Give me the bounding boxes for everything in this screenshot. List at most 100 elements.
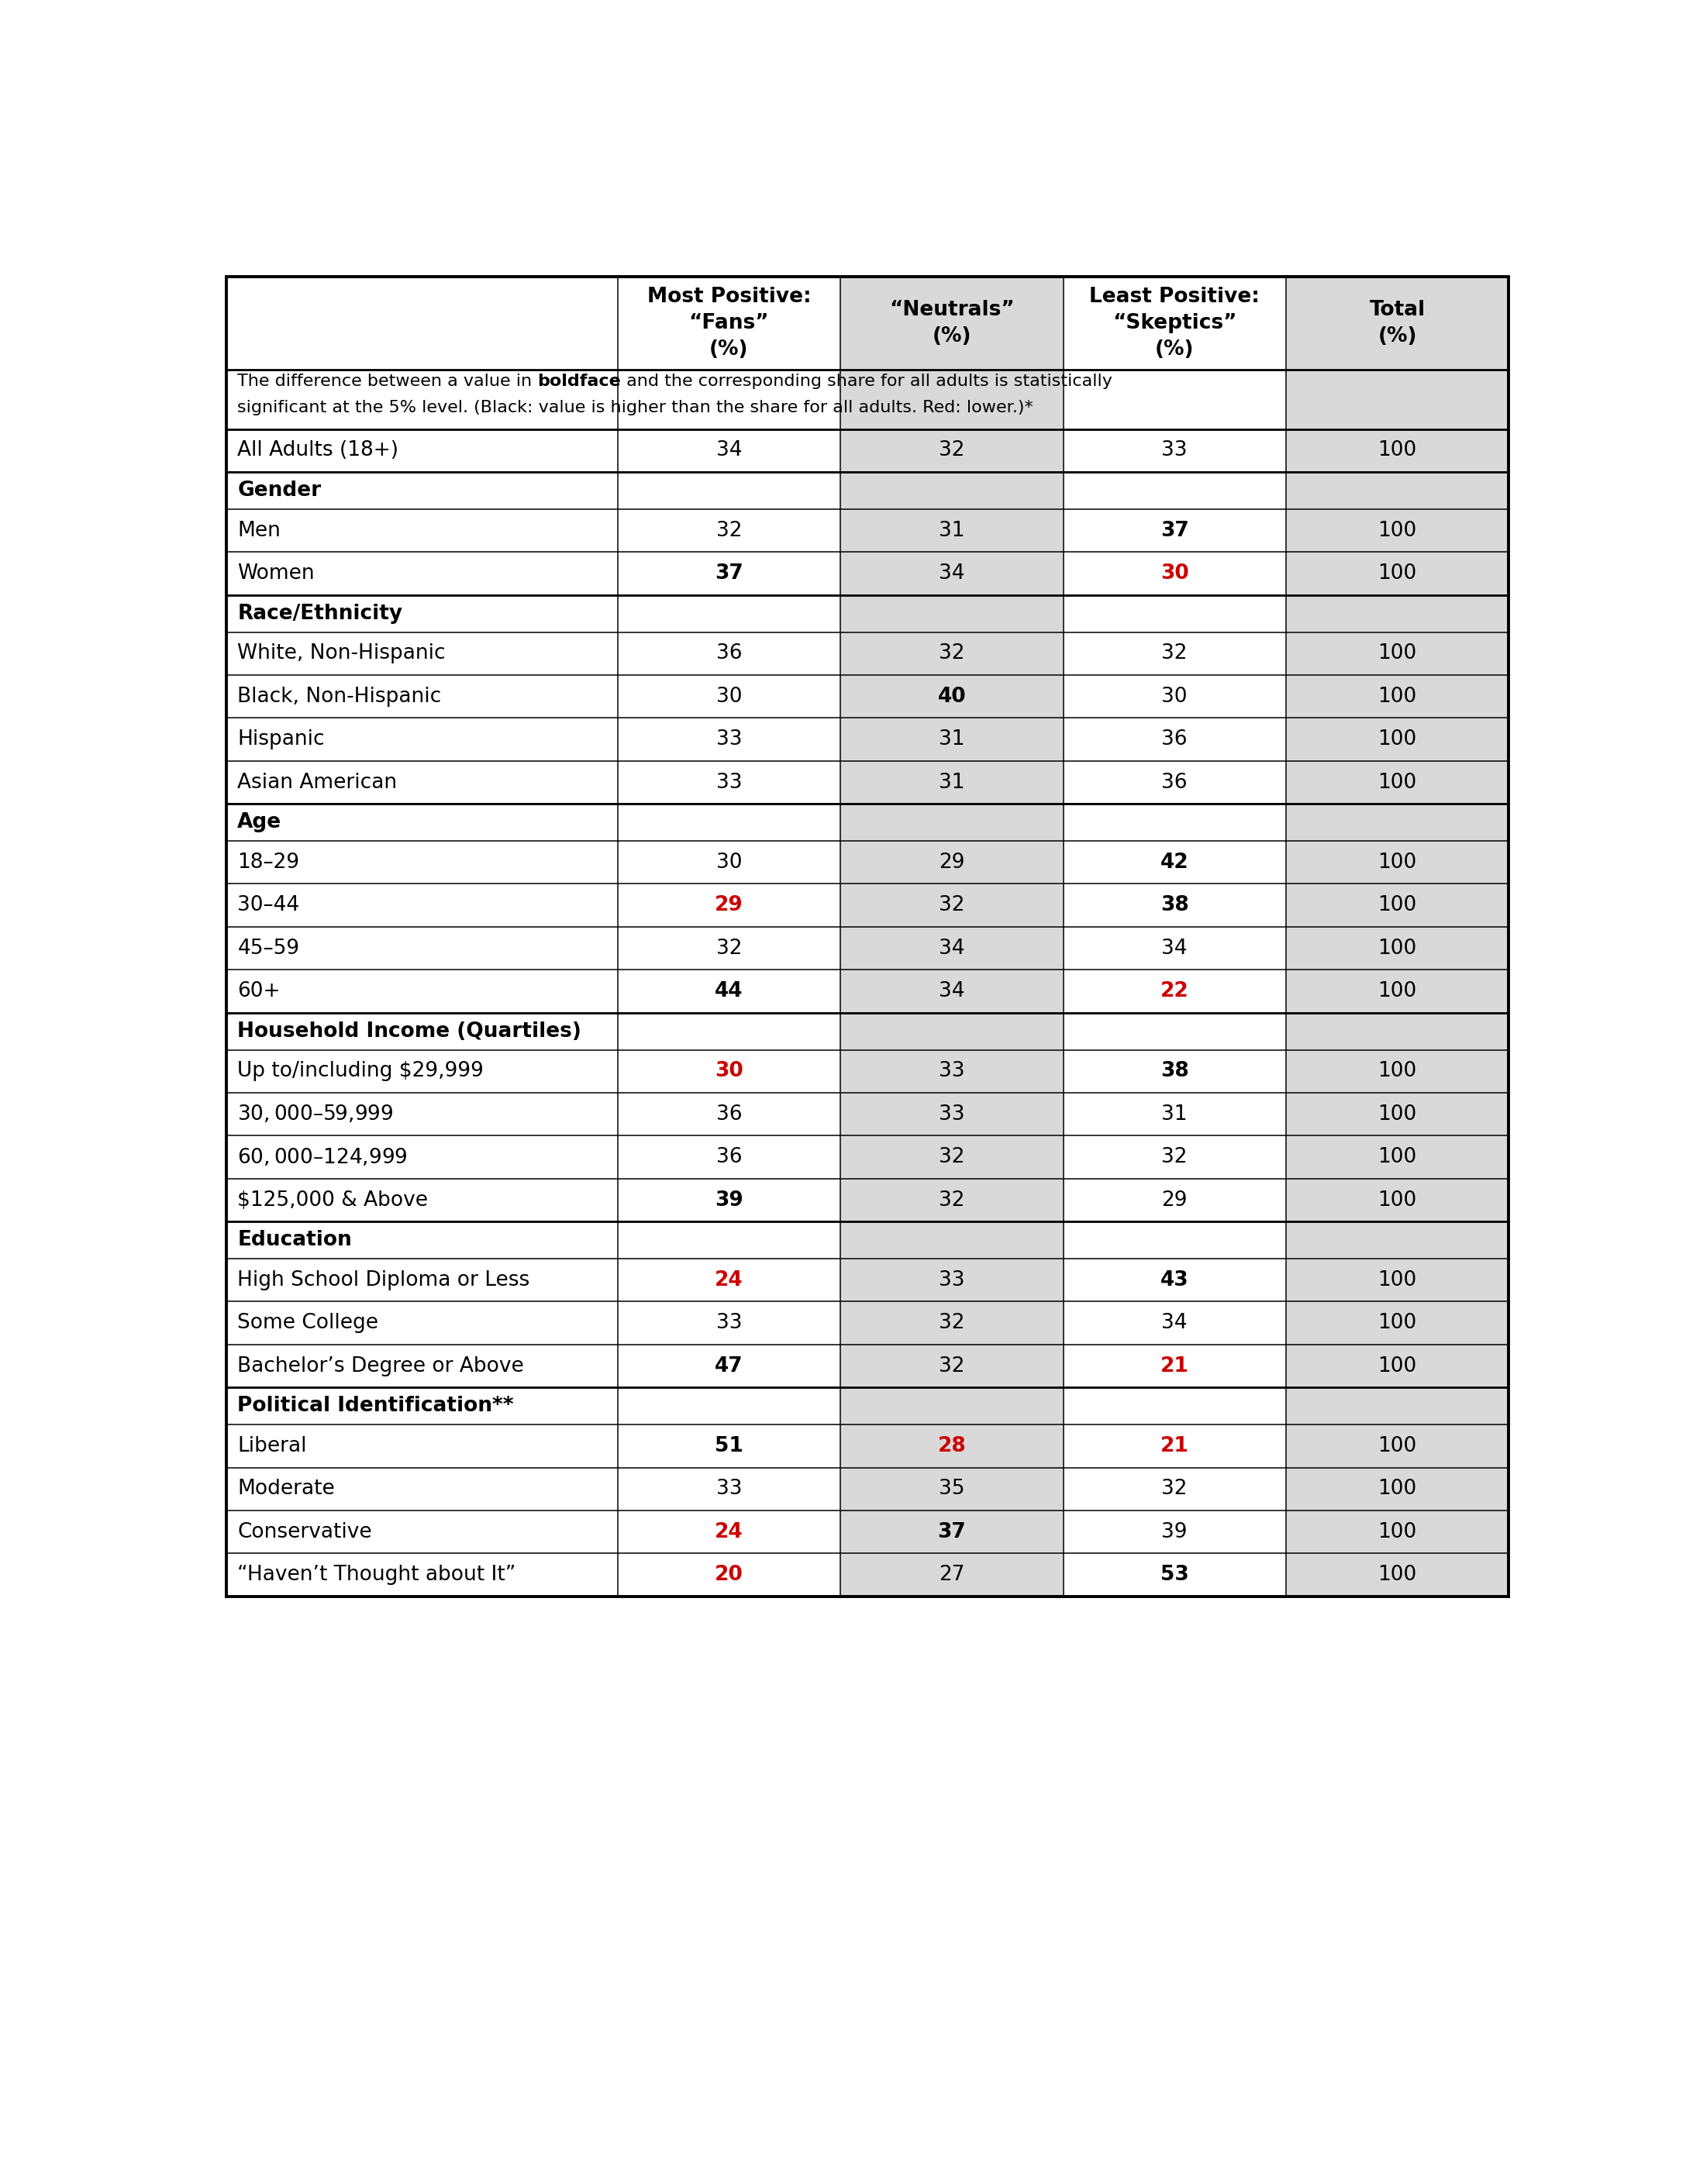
- Text: Black, Non-Hispanic: Black, Non-Hispanic: [237, 686, 442, 708]
- Text: Up to/including $29,999: Up to/including $29,999: [237, 1061, 484, 1081]
- Text: White, Non-Hispanic: White, Non-Hispanic: [237, 644, 445, 664]
- Text: 37: 37: [938, 1522, 967, 1542]
- Text: 30: 30: [1160, 563, 1188, 583]
- Text: 42: 42: [1160, 852, 1188, 871]
- Text: All Adults (18+): All Adults (18+): [237, 441, 398, 461]
- Text: 32: 32: [940, 1313, 965, 1332]
- Text: 33: 33: [940, 1105, 965, 1125]
- Text: 33: 33: [716, 773, 742, 793]
- Text: 100: 100: [1378, 1190, 1417, 1210]
- Text: Least Positive:
“Skeptics”
(%): Least Positive: “Skeptics” (%): [1089, 286, 1260, 360]
- Bar: [1287, 369, 1508, 1597]
- Text: Conservative: Conservative: [237, 1522, 372, 1542]
- Text: 32: 32: [940, 1356, 965, 1376]
- Text: 31: 31: [940, 520, 965, 542]
- Text: 20: 20: [714, 1566, 743, 1586]
- Text: Hispanic: Hispanic: [237, 729, 325, 749]
- Text: 30–44: 30–44: [237, 895, 300, 915]
- Text: 29: 29: [1161, 1190, 1187, 1210]
- Text: Education: Education: [237, 1230, 352, 1249]
- Text: 34: 34: [940, 981, 965, 1002]
- Text: 31: 31: [940, 773, 965, 793]
- Text: High School Diploma or Less: High School Diploma or Less: [237, 1271, 530, 1291]
- Text: 43: 43: [1160, 1271, 1188, 1291]
- Text: 32: 32: [716, 520, 742, 542]
- Text: 32: 32: [940, 1147, 965, 1166]
- Text: boldface: boldface: [538, 373, 621, 389]
- Text: 36: 36: [716, 1105, 742, 1125]
- Text: $60,000–$124,999: $60,000–$124,999: [237, 1147, 408, 1168]
- Text: 44: 44: [714, 981, 743, 1002]
- Bar: [1063, 277, 1287, 369]
- Bar: [840, 369, 1063, 1597]
- Bar: [227, 277, 618, 369]
- Text: 36: 36: [1161, 773, 1187, 793]
- Text: Women: Women: [237, 563, 315, 583]
- Text: 32: 32: [1161, 644, 1187, 664]
- Text: 36: 36: [716, 644, 742, 664]
- Text: 21: 21: [1160, 1356, 1188, 1376]
- Text: 36: 36: [716, 1147, 742, 1166]
- Text: 30: 30: [716, 686, 742, 708]
- Text: 21: 21: [1160, 1437, 1188, 1457]
- Text: and the corresponding share for all adults is statistically: and the corresponding share for all adul…: [621, 373, 1112, 389]
- Text: 29: 29: [714, 895, 743, 915]
- Text: 40: 40: [938, 686, 967, 708]
- Text: 100: 100: [1378, 1271, 1417, 1291]
- Text: “Neutrals”
(%): “Neutrals” (%): [889, 299, 1014, 347]
- Text: 33: 33: [1161, 441, 1187, 461]
- Text: 45–59: 45–59: [237, 939, 300, 959]
- Text: 22: 22: [1160, 981, 1188, 1002]
- Text: 32: 32: [940, 895, 965, 915]
- Text: 60+: 60+: [237, 981, 281, 1002]
- Text: 100: 100: [1378, 729, 1417, 749]
- Text: Political Identification**: Political Identification**: [237, 1396, 513, 1415]
- Text: 31: 31: [1161, 1105, 1187, 1125]
- Text: 100: 100: [1378, 1313, 1417, 1332]
- Text: 34: 34: [716, 441, 742, 461]
- Text: 33: 33: [940, 1271, 965, 1291]
- Text: 34: 34: [1161, 1313, 1187, 1332]
- Text: 38: 38: [1160, 895, 1188, 915]
- Text: 100: 100: [1378, 939, 1417, 959]
- Text: 100: 100: [1378, 441, 1417, 461]
- Text: 39: 39: [1161, 1522, 1187, 1542]
- Text: 100: 100: [1378, 520, 1417, 542]
- Text: 32: 32: [716, 939, 742, 959]
- Text: 24: 24: [714, 1522, 743, 1542]
- Text: 18–29: 18–29: [237, 852, 300, 871]
- Text: Asian American: Asian American: [237, 773, 398, 793]
- Bar: [618, 277, 840, 369]
- Text: 24: 24: [714, 1271, 743, 1291]
- Text: 35: 35: [940, 1479, 965, 1498]
- Text: 32: 32: [940, 1190, 965, 1210]
- Text: significant at the 5% level. (Black: value is higher than the share for all adul: significant at the 5% level. (Black: val…: [237, 400, 1033, 415]
- Text: 100: 100: [1378, 644, 1417, 664]
- Text: 100: 100: [1378, 1105, 1417, 1125]
- Text: 32: 32: [940, 644, 965, 664]
- Text: 100: 100: [1378, 852, 1417, 871]
- Text: 100: 100: [1378, 895, 1417, 915]
- Bar: [840, 277, 1063, 369]
- Text: 33: 33: [940, 1061, 965, 1081]
- Text: Gender: Gender: [237, 480, 322, 500]
- Text: 38: 38: [1160, 1061, 1188, 1081]
- Text: 100: 100: [1378, 563, 1417, 583]
- Text: 28: 28: [938, 1437, 967, 1457]
- Text: Race/Ethnicity: Race/Ethnicity: [237, 603, 403, 625]
- Text: 30: 30: [716, 852, 742, 871]
- Text: 53: 53: [1160, 1566, 1188, 1586]
- Text: Moderate: Moderate: [237, 1479, 335, 1498]
- Text: 32: 32: [940, 441, 965, 461]
- Text: 34: 34: [940, 563, 965, 583]
- Text: 100: 100: [1378, 1522, 1417, 1542]
- Text: 27: 27: [940, 1566, 965, 1586]
- Text: Liberal: Liberal: [237, 1437, 306, 1457]
- Text: 33: 33: [716, 1313, 742, 1332]
- Text: 31: 31: [940, 729, 965, 749]
- Text: 37: 37: [1160, 520, 1188, 542]
- Text: 33: 33: [716, 729, 742, 749]
- Text: 32: 32: [1161, 1147, 1187, 1166]
- Text: Household Income (Quartiles): Household Income (Quartiles): [237, 1022, 581, 1042]
- Text: 100: 100: [1378, 981, 1417, 1002]
